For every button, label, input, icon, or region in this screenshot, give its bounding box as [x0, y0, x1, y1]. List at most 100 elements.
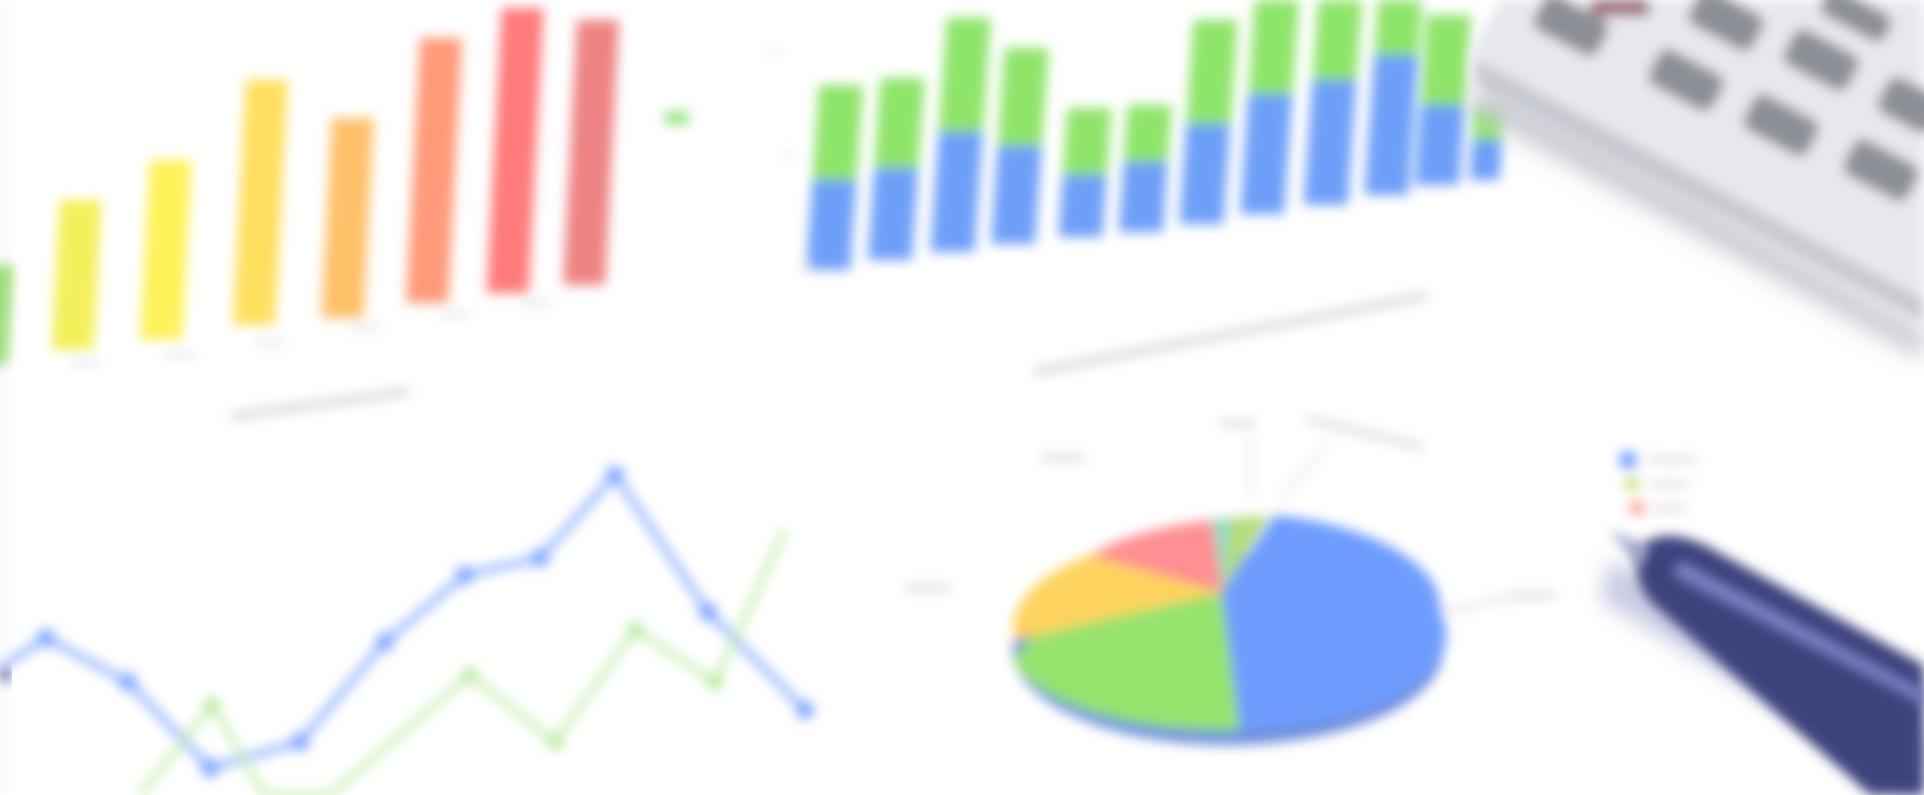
point [531, 549, 549, 567]
tick-smudge [70, 360, 100, 365]
legend-text-smudge [1650, 482, 1690, 487]
point [796, 701, 814, 719]
bar [0, 265, 13, 365]
stack-base [1118, 162, 1168, 232]
legend-text-smudge [1652, 506, 1687, 511]
pen-body [1636, 535, 1924, 795]
calculator-key [1743, 93, 1819, 157]
stack-base [1179, 124, 1231, 224]
pen-tip [1610, 530, 1650, 568]
stack-top [873, 78, 925, 173]
chart-caption-smudge [230, 387, 410, 421]
rising-bar-chart [0, 8, 619, 421]
page-edge [0, 0, 10, 795]
calculator-key [1843, 138, 1919, 202]
legend-text-smudge [1648, 457, 1698, 462]
calculator-key [1648, 48, 1724, 112]
stack-base [1240, 94, 1293, 214]
stack-top [1312, 0, 1362, 85]
calculator-key-red [1590, 0, 1650, 16]
pen-icon [1600, 530, 1924, 795]
bar [406, 38, 463, 303]
point [376, 633, 394, 651]
point [699, 603, 717, 621]
axis-tick-smudge [768, 50, 782, 54]
calculator-icon [1470, 0, 1924, 360]
label-smudge [1510, 592, 1555, 598]
stack-base [930, 132, 983, 252]
bar [321, 118, 374, 318]
stack-top [1062, 108, 1112, 183]
stack-top [1373, 0, 1422, 60]
legend-swatch [1625, 478, 1639, 490]
tick-smudge [165, 352, 195, 357]
leader-line [1439, 596, 1511, 614]
tick-smudge [255, 340, 285, 345]
point [606, 466, 624, 484]
point [37, 629, 55, 647]
label-smudge [1040, 455, 1085, 461]
bar [563, 20, 619, 285]
bar [140, 160, 192, 340]
legend-swatch [1620, 452, 1636, 468]
legend-swatch [665, 112, 689, 124]
bar [232, 80, 288, 325]
stacked-bar-chart [665, 0, 1505, 377]
label-smudge [905, 585, 950, 591]
stack-top [997, 48, 1049, 153]
bar [486, 8, 544, 293]
stack-top [938, 18, 991, 138]
tick-smudge [440, 312, 470, 317]
point [547, 734, 563, 750]
point [291, 733, 309, 751]
stack-top [1420, 15, 1471, 110]
bar [51, 200, 102, 350]
stack-top [812, 85, 864, 185]
stack-base [1364, 55, 1419, 195]
point [201, 759, 219, 777]
stack-base [867, 168, 919, 260]
point [627, 622, 643, 638]
slice-lime [1222, 516, 1270, 592]
stack-base [1058, 175, 1107, 237]
stack-base [1303, 80, 1357, 205]
point [456, 566, 474, 584]
stack-top [1248, 0, 1299, 100]
calculator-key [1783, 28, 1859, 92]
edge-mark [0, 668, 10, 682]
label-smudge [1306, 415, 1424, 451]
label-smudge [1220, 420, 1255, 426]
pen-highlight [1672, 560, 1924, 705]
tick-smudge [350, 325, 380, 330]
slice-red [1090, 520, 1222, 592]
point [119, 673, 137, 691]
point [462, 667, 478, 683]
stack-base [1415, 105, 1465, 185]
calculator-key [1820, 0, 1892, 42]
stack-top [1185, 20, 1238, 130]
point [204, 697, 220, 713]
line-chart [0, 466, 814, 795]
chart-caption-smudge [1032, 291, 1428, 377]
pie-legend [1620, 452, 1698, 514]
stack-base [806, 180, 857, 270]
calculator-key [1533, 0, 1609, 57]
axis-tick-smudge [782, 152, 796, 156]
calculator-key [1877, 76, 1924, 134]
calculator-shadow [1470, 80, 1924, 360]
legend-swatch [1630, 502, 1644, 514]
tick-smudge [520, 300, 550, 305]
stack-base [1469, 140, 1503, 180]
pie-chart [905, 415, 1555, 745]
point [707, 674, 723, 690]
calculator-edge [1474, 60, 1924, 322]
slice-teal [1212, 518, 1230, 592]
slice-blue [1222, 515, 1447, 730]
calculator-key [1688, 0, 1764, 52]
slice-gold [1013, 555, 1222, 640]
stack-base [990, 146, 1042, 244]
leader-line [1278, 439, 1332, 501]
stack-top [1123, 105, 1172, 170]
axis-tick-smudge [798, 262, 812, 266]
